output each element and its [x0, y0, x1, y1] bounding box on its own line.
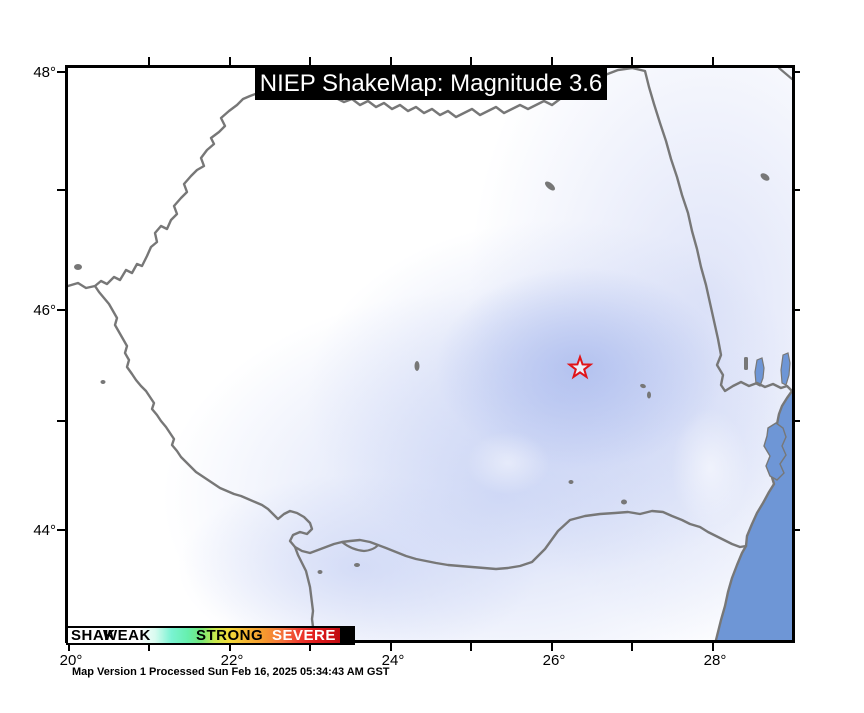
axis-tick [792, 529, 800, 531]
danube-island [340, 540, 380, 553]
small-lakes [74, 173, 770, 574]
axis-tick [470, 643, 472, 651]
country-border-south [93, 284, 748, 571]
axis-tick [57, 189, 65, 191]
map-drawing [68, 68, 792, 640]
axis-tick [148, 57, 150, 65]
lagoon-lake [763, 422, 787, 481]
y-axis-label: 46° [33, 302, 56, 319]
map-version-text: Map Version 1 Processed Sun Feb 16, 2025… [72, 666, 390, 678]
y-axis-label: 48° [33, 64, 56, 81]
black-sea [716, 391, 792, 640]
axis-tick [309, 643, 311, 651]
country-border-north [68, 68, 792, 393]
epicenter-star-icon [566, 353, 594, 380]
map-canvas [65, 65, 795, 643]
y-axis-label: 44° [33, 522, 56, 539]
axis-tick [57, 71, 65, 73]
axis-tick [792, 189, 800, 191]
border-fragment [777, 68, 792, 81]
axis-tick [229, 57, 231, 65]
axis-tick [68, 643, 70, 651]
axis-tick [792, 420, 800, 422]
axis-tick [309, 57, 311, 65]
scale-label-severe: SEVERE [272, 627, 336, 644]
x-axis-label: 20° [59, 652, 83, 669]
axis-tick [57, 420, 65, 422]
axis-tick [551, 643, 553, 651]
axis-tick [390, 57, 392, 65]
delta-lake [780, 352, 791, 386]
axis-tick [229, 643, 231, 651]
x-axis-label: 22° [220, 652, 244, 669]
axis-tick [57, 529, 65, 531]
axis-tick [551, 57, 553, 65]
x-axis-label: 28° [703, 652, 727, 669]
intensity-scale-bar: SHAK WEAK STRONG SEVERE [66, 626, 355, 645]
axis-tick [57, 309, 65, 311]
axis-tick [631, 57, 633, 65]
axis-tick [792, 309, 800, 311]
intensity-gradient [68, 628, 340, 643]
axis-tick [148, 643, 150, 651]
map-title: NIEP ShakeMap: Magnitude 3.6 [255, 67, 607, 100]
axis-tick [712, 57, 714, 65]
axis-tick [712, 643, 714, 651]
x-axis-label: 26° [542, 652, 566, 669]
axis-tick [470, 57, 472, 65]
scale-label-shak: SHAK [71, 627, 116, 644]
scale-label-strong: STRONG [196, 627, 264, 644]
delta-lake [754, 357, 765, 387]
x-axis-label: 24° [381, 652, 405, 669]
axis-tick [792, 71, 800, 73]
scale-label-weak: WEAK [103, 627, 151, 644]
axis-tick [390, 643, 392, 651]
axis-tick [631, 643, 633, 651]
